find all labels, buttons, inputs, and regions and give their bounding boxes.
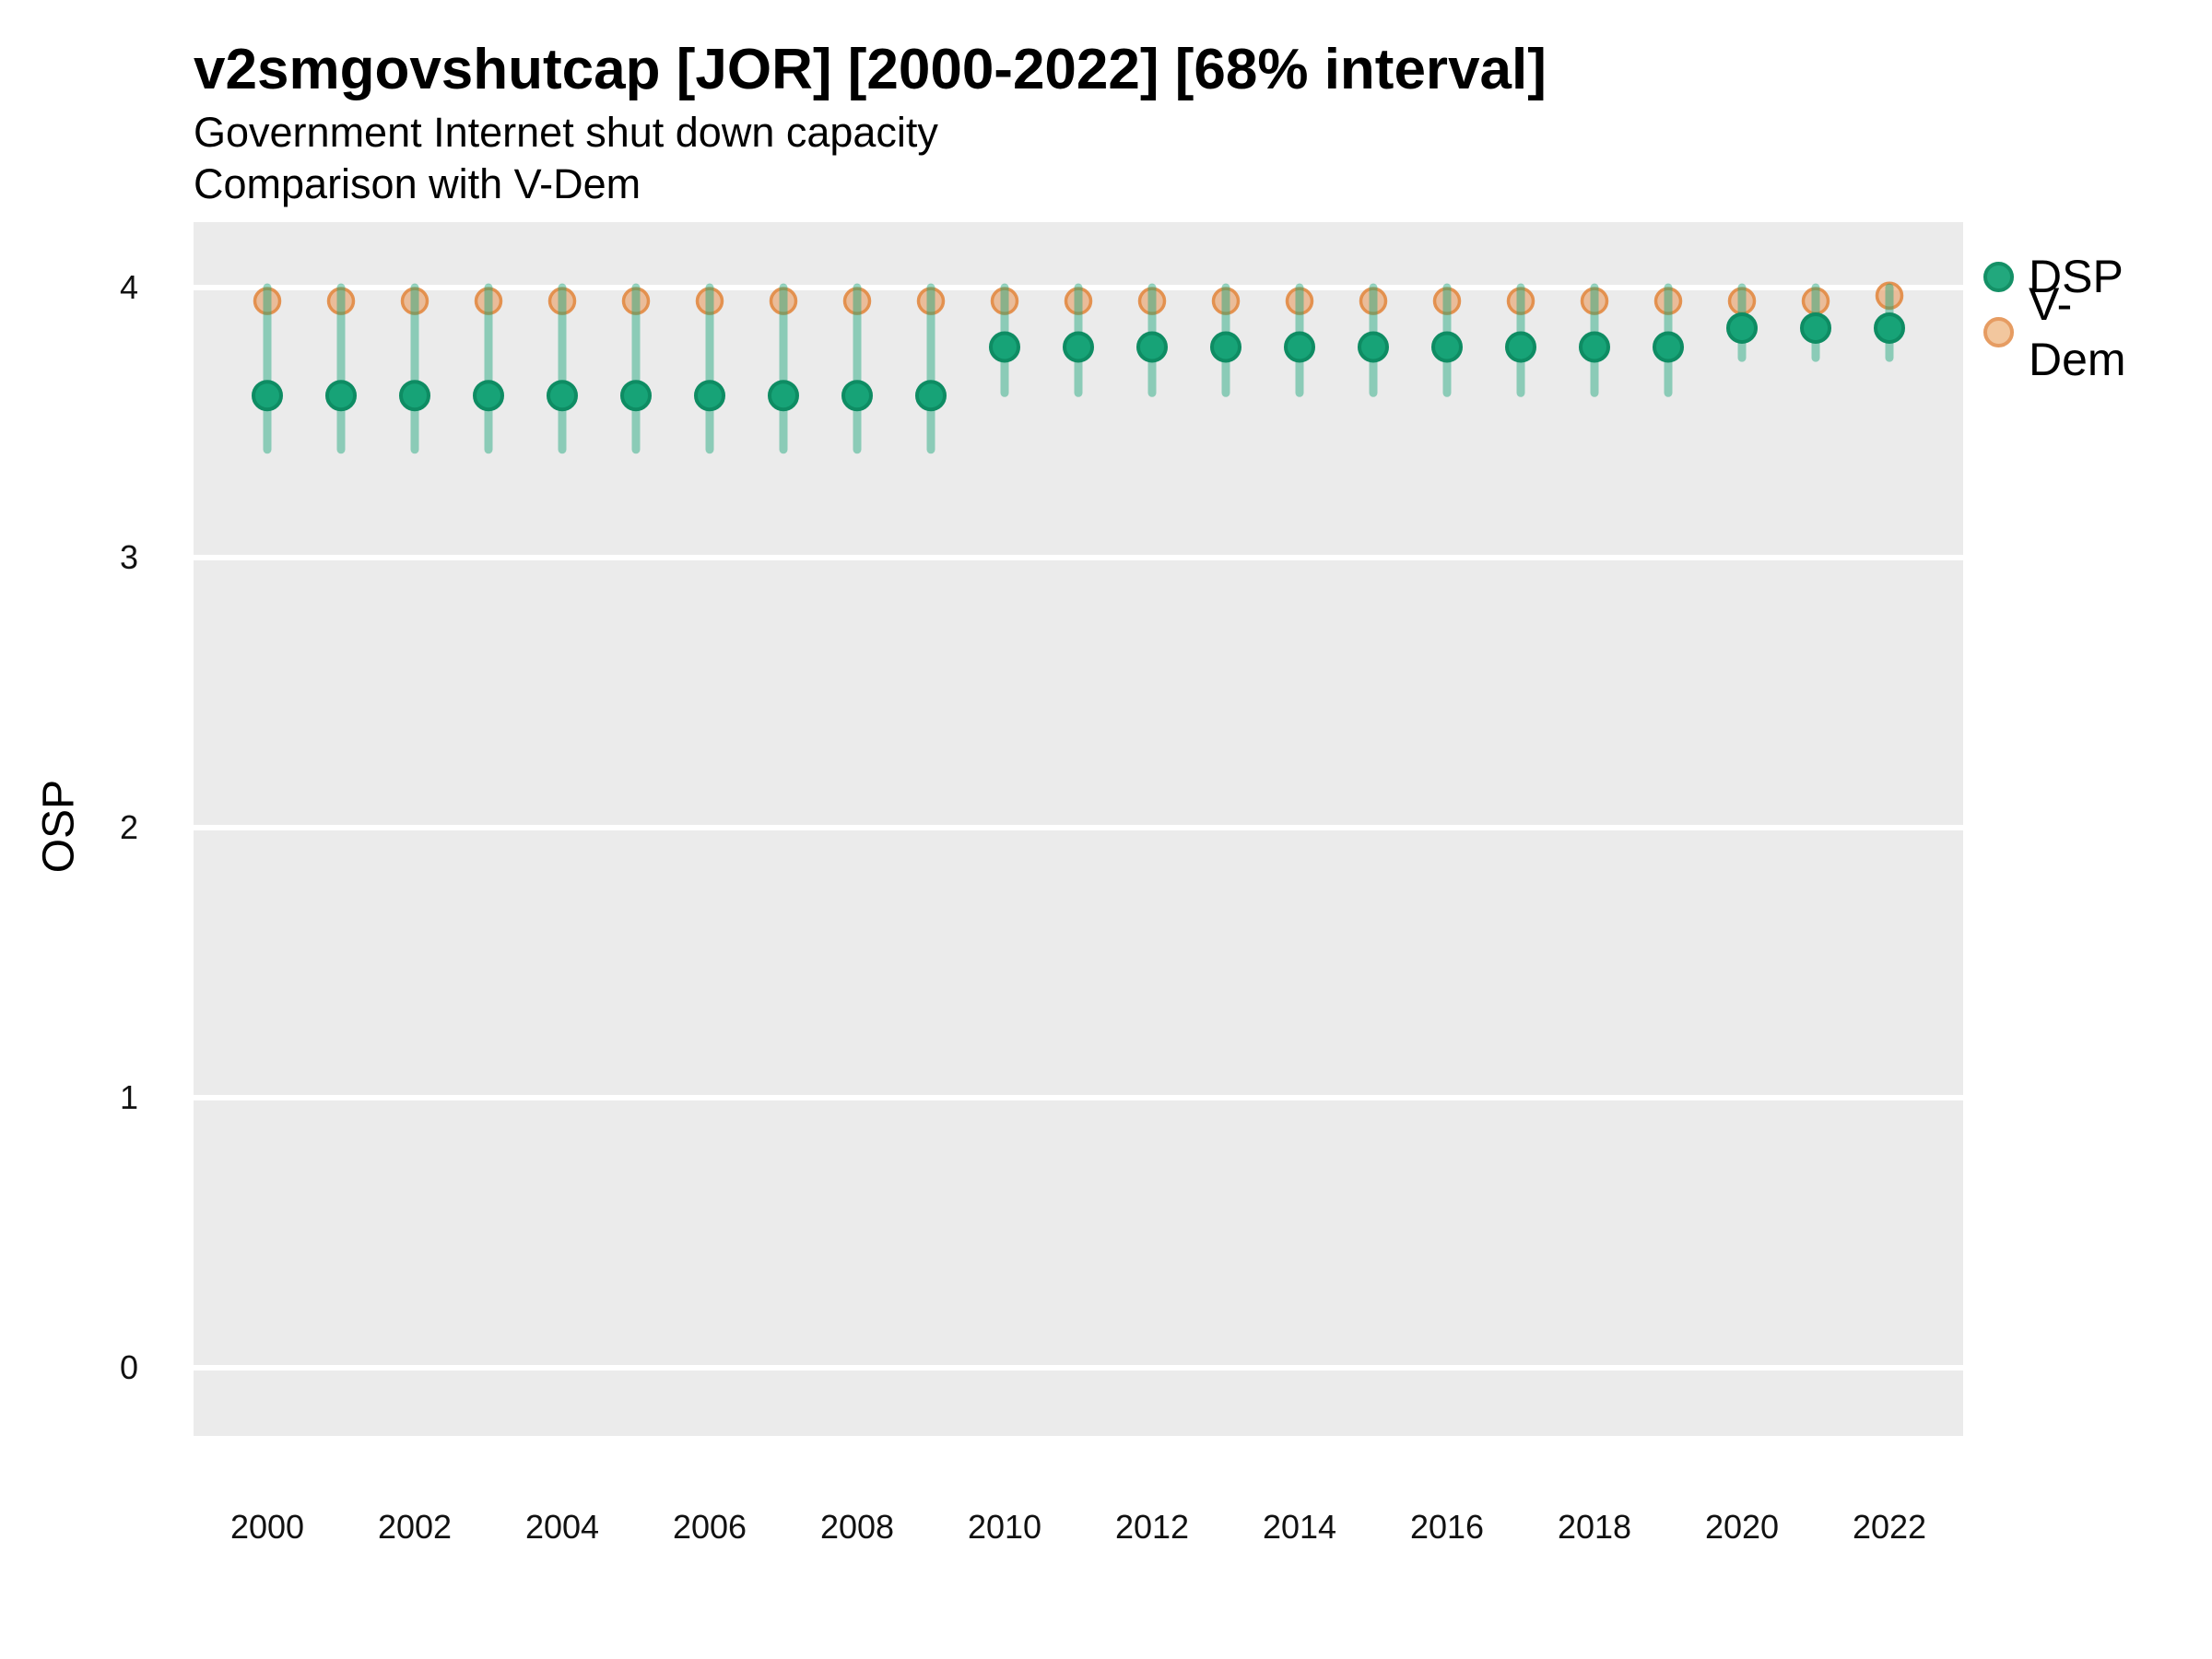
dsp-point-2005 bbox=[620, 380, 652, 412]
dsp-point-2006 bbox=[694, 380, 725, 412]
vdem-point-2015 bbox=[1359, 287, 1388, 315]
dsp-point-2015 bbox=[1358, 331, 1389, 363]
vdem-point-2016 bbox=[1432, 287, 1462, 315]
vdem-point-2018 bbox=[1580, 287, 1609, 315]
dsp-point-2004 bbox=[547, 380, 578, 412]
x-tick-label-2016: 2016 bbox=[1409, 1508, 1485, 1546]
vdem-point-2006 bbox=[695, 287, 724, 315]
dsp-point-2010 bbox=[989, 331, 1020, 363]
dsp-point-2001 bbox=[325, 380, 357, 412]
dsp-point-2013 bbox=[1210, 331, 1241, 363]
x-tick-label-2020: 2020 bbox=[1704, 1508, 1780, 1546]
x-tick-label-2010: 2010 bbox=[967, 1508, 1042, 1546]
chart-subtitle-comparison: Comparison with V-Dem bbox=[194, 160, 641, 207]
legend-label-vdem: V-Dem bbox=[2029, 278, 2126, 385]
dsp-point-2011 bbox=[1063, 331, 1094, 363]
dsp-point-2016 bbox=[1431, 331, 1463, 363]
x-tick-label-2022: 2022 bbox=[1852, 1508, 1927, 1546]
vdem-point-icon bbox=[1983, 316, 2014, 347]
dsp-point-2008 bbox=[841, 380, 873, 412]
dsp-point-2009 bbox=[915, 380, 947, 412]
dsp-point-2000 bbox=[252, 380, 283, 412]
chart-title: v2smgovshutcap [JOR] [2000-2022] [68% in… bbox=[194, 38, 1547, 101]
vdem-point-2007 bbox=[769, 287, 798, 315]
vdem-point-2019 bbox=[1653, 287, 1683, 315]
vdem-point-2011 bbox=[1064, 287, 1093, 315]
vdem-point-2010 bbox=[990, 287, 1019, 315]
x-tick-label-2018: 2018 bbox=[1557, 1508, 1632, 1546]
dsp-point-2014 bbox=[1284, 331, 1315, 363]
x-tick-label-2008: 2008 bbox=[819, 1508, 895, 1546]
x-tick-label-2004: 2004 bbox=[524, 1508, 600, 1546]
legend-label-dsp: DSP bbox=[2029, 251, 2124, 302]
dsp-point-2022 bbox=[1874, 312, 1905, 344]
y-tick-label-0: 0 bbox=[119, 1348, 138, 1386]
plot-panel bbox=[194, 222, 1963, 1436]
dsp-point-2007 bbox=[768, 380, 799, 412]
x-tick-label-2014: 2014 bbox=[1262, 1508, 1337, 1546]
vdem-point-2014 bbox=[1285, 287, 1314, 315]
y-tick-label-3: 3 bbox=[119, 538, 138, 576]
dsp-point-2017 bbox=[1505, 331, 1536, 363]
vdem-point-2022 bbox=[1875, 281, 1904, 311]
vdem-point-2005 bbox=[621, 287, 651, 315]
vdem-point-2001 bbox=[326, 287, 356, 315]
chart-subtitle: Government Internet shut down capacity bbox=[194, 109, 938, 156]
vdem-point-2004 bbox=[547, 287, 577, 315]
dsp-point-2003 bbox=[473, 380, 504, 412]
dsp-point-2020 bbox=[1726, 312, 1758, 344]
vdem-point-2002 bbox=[400, 287, 429, 315]
vdem-point-2000 bbox=[253, 287, 282, 315]
y-tick-label-1: 1 bbox=[119, 1078, 138, 1116]
dsp-point-icon bbox=[1983, 261, 2014, 292]
dsp-point-2018 bbox=[1579, 331, 1610, 363]
pointrange-plot bbox=[194, 281, 1963, 1371]
vdem-point-2017 bbox=[1506, 287, 1535, 315]
x-tick-label-2006: 2006 bbox=[672, 1508, 747, 1546]
vdem-point-2008 bbox=[842, 287, 872, 315]
legend-item-dsp: DSP bbox=[1983, 249, 2124, 304]
vdem-point-2012 bbox=[1137, 287, 1167, 315]
dsp-point-2019 bbox=[1653, 331, 1684, 363]
x-tick-label-2000: 2000 bbox=[229, 1508, 305, 1546]
y-tick-label-2: 2 bbox=[119, 808, 138, 846]
dsp-point-2002 bbox=[399, 380, 430, 412]
vdem-point-2009 bbox=[916, 287, 946, 315]
vdem-point-2013 bbox=[1211, 287, 1241, 315]
dsp-point-2012 bbox=[1136, 331, 1168, 363]
legend-item-vdem: V-Dem bbox=[1983, 278, 2126, 385]
x-tick-label-2012: 2012 bbox=[1114, 1508, 1190, 1546]
y-tick-label-4: 4 bbox=[119, 268, 138, 306]
x-tick-label-2002: 2002 bbox=[377, 1508, 453, 1546]
dsp-point-2021 bbox=[1800, 312, 1831, 344]
vdem-point-2003 bbox=[474, 287, 503, 315]
